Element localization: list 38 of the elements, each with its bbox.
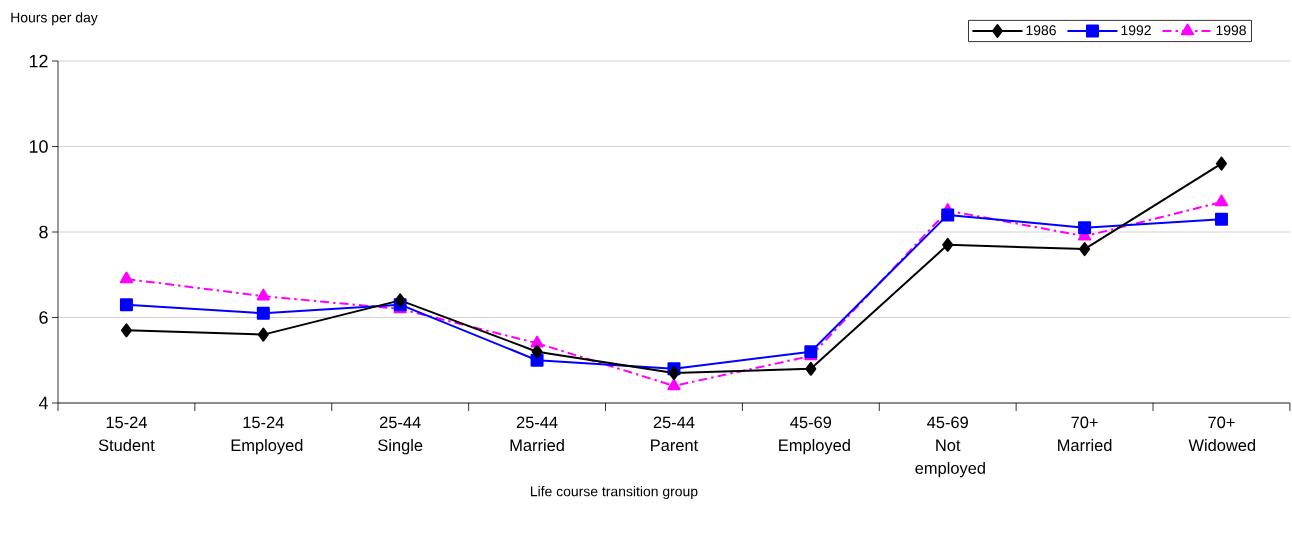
- x-tick-label: 45-69 Employed: [779, 416, 850, 455]
- y-tick-label: 6: [39, 311, 48, 324]
- y-tick-label: 4: [38, 396, 48, 410]
- point: [119, 298, 133, 312]
- point: [257, 327, 269, 342]
- x-tick-label: 15-24 Student: [98, 416, 155, 452]
- point: [667, 378, 681, 391]
- y-tick-label: 12: [29, 54, 48, 68]
- x-tick-label: 25-44 Parent: [651, 416, 699, 452]
- y-tick-label: 10: [29, 140, 48, 153]
- point: [1214, 212, 1228, 226]
- point: [1215, 156, 1227, 171]
- point: [530, 335, 544, 348]
- point: [1214, 194, 1229, 207]
- legend-label: 1998: [1216, 25, 1246, 36]
- point: [256, 288, 270, 301]
- point: [120, 323, 132, 338]
- x-tick-label: 25-44 Single: [378, 416, 423, 455]
- point: [941, 208, 955, 222]
- point: [256, 306, 270, 320]
- point: [805, 361, 817, 376]
- point: [394, 293, 406, 308]
- point: [531, 344, 543, 359]
- point: [1079, 242, 1091, 257]
- x-tick-label: 70+ Widowed: [1188, 416, 1255, 452]
- y-tick-label: 8: [39, 225, 48, 239]
- x-tick-label: 25-44 Married: [510, 416, 564, 452]
- y-axis-title: Hours per day: [11, 12, 98, 26]
- point: [1078, 221, 1092, 235]
- x-tick-label: 45-69 Not employed: [915, 416, 985, 478]
- point: [668, 366, 680, 381]
- point: [942, 237, 954, 252]
- legend-label: 1992: [1121, 25, 1151, 36]
- x-tick-label: 70+ Married: [1058, 416, 1112, 452]
- legend-label: 1986: [1026, 25, 1056, 36]
- x-axis-title: Life course transition group: [530, 486, 698, 500]
- x-tick-label: 15-24 Employed: [231, 416, 303, 455]
- point: [119, 271, 134, 284]
